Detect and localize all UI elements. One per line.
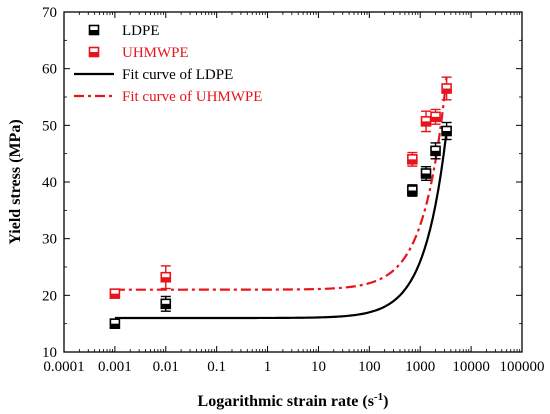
legend-label: LDPE [122, 23, 160, 39]
data-point [407, 154, 418, 165]
marker-fill [110, 293, 120, 299]
y-tick-label: 30 [42, 232, 57, 248]
marker-fill [442, 88, 452, 93]
legend-entry: LDPE [88, 23, 160, 39]
marker-fill [421, 121, 431, 126]
x-tick-label: 10000 [452, 359, 490, 375]
marker-fill [161, 303, 171, 309]
data-point [430, 111, 441, 123]
marker-fill [407, 159, 417, 164]
data-point [420, 168, 432, 179]
y-tick-label: 40 [42, 175, 57, 191]
plot-frame [63, 11, 523, 353]
data-point [420, 116, 432, 127]
fit-curve-ldpe [114, 130, 448, 320]
marker-fill [89, 52, 99, 57]
x-tick-label: 0.0001 [43, 359, 84, 375]
legend-label: UHMWPE [122, 45, 189, 61]
x-tick-label: 100 [358, 359, 381, 375]
y-tick-label: 20 [42, 288, 57, 304]
data-point [109, 288, 121, 299]
marker-fill [407, 190, 417, 195]
legend-entry: UHMWPE [88, 45, 189, 61]
marker-fill [431, 116, 441, 122]
marker-fill [161, 277, 171, 282]
marker-fill [442, 131, 452, 136]
y-tick-label: 60 [42, 62, 57, 78]
legend-label: Fit curve of LDPE [122, 67, 233, 83]
legend-label: Fit curve of UHMWPE [122, 89, 262, 105]
x-tick-label: 0.1 [207, 359, 226, 375]
data-point [160, 271, 172, 283]
legend: LDPE UHMWPE Fit curve of LDPE Fit curve of … [74, 23, 262, 105]
data-point [430, 145, 441, 157]
fit-curve-uhmwpe [114, 76, 448, 291]
y-axis-title: Yield stress (MPa) [7, 119, 24, 244]
data-point [441, 83, 452, 94]
marker-fill [431, 150, 441, 156]
series-uhmwpe [109, 76, 452, 299]
x-tick-label: 1000 [405, 359, 435, 375]
legend-marker [88, 24, 100, 36]
x-tick-label: 0.01 [153, 359, 179, 375]
x-tick-label: 0.001 [98, 359, 132, 375]
x-axis-title: Logarithmic strain rate (s-1) [198, 391, 389, 410]
data-point [160, 298, 172, 310]
x-axis-ticks: 0.0001 0.001 0.01 0.1 1 10 100 1000 10000 100000 [43, 12, 545, 375]
marker-fill [89, 30, 99, 35]
legend-marker [88, 46, 100, 58]
marker-fill [421, 173, 431, 178]
data-point [109, 318, 121, 329]
legend-entry: Fit curve of LDPE [74, 67, 233, 83]
y-tick-label: 10 [42, 345, 57, 361]
y-tick-label: 70 [42, 5, 57, 21]
series-ldpe [109, 121, 452, 329]
y-axis-ticks: 10 20 30 40 50 60 70 [42, 5, 522, 361]
x-tick-label: 1 [264, 359, 272, 375]
y-tick-label: 50 [42, 118, 57, 134]
data-point [407, 185, 418, 196]
data-point [441, 125, 452, 137]
x-tick-label: 100000 [500, 359, 545, 375]
legend-entry: Fit curve of UHMWPE [74, 89, 262, 105]
marker-fill [110, 323, 120, 329]
plot-content [109, 76, 452, 329]
x-tick-label: 10 [311, 359, 326, 375]
